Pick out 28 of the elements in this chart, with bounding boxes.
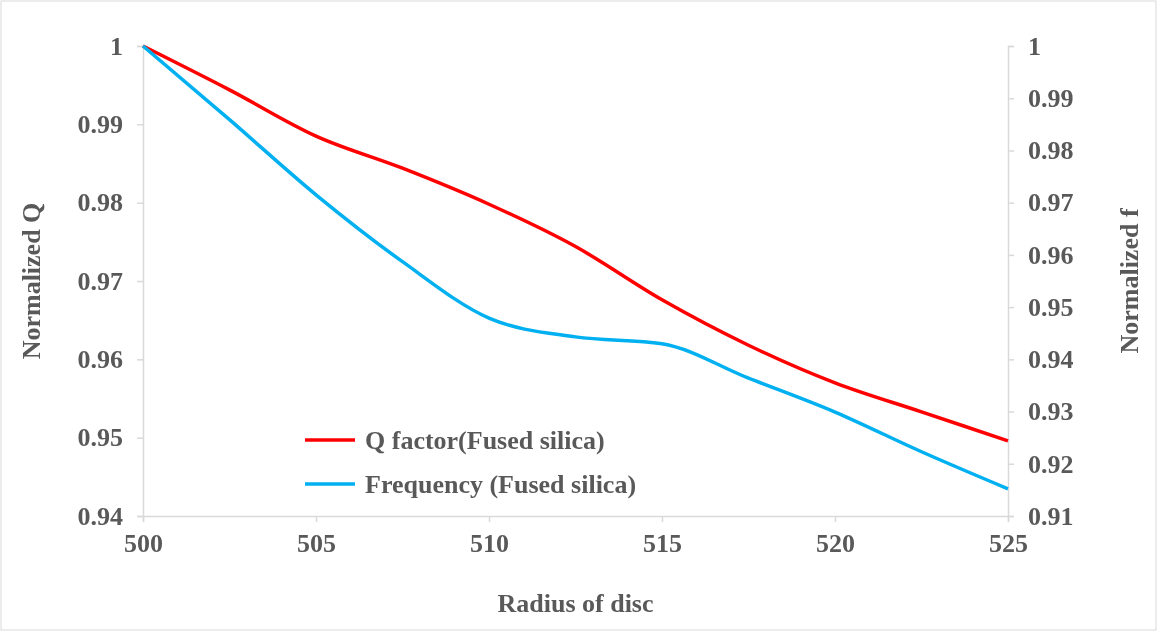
y2-tick-label: 0.96: [1028, 240, 1074, 270]
y2-tick-label: 0.92: [1028, 449, 1074, 479]
x-tick-label: 520: [816, 529, 855, 559]
y-tick-label: 0.95: [77, 423, 123, 453]
legend-label: Q factor(Fused silica): [365, 426, 605, 455]
y2-tick-label: 0.94: [1028, 345, 1074, 375]
y2-tick-label: 0.95: [1028, 292, 1074, 322]
x-tick-label: 505: [297, 529, 336, 559]
x-tick-label: 500: [124, 529, 163, 559]
y-tick-label: 0.98: [77, 188, 123, 218]
y-tick-label: 0.99: [77, 110, 123, 140]
y-axis-title: Normalized Q: [17, 202, 46, 360]
y2-tick-label: 0.93: [1028, 397, 1074, 427]
x-tick-label: 510: [470, 529, 509, 559]
y-tick-label: 0.94: [77, 501, 123, 531]
x-tick-label: 525: [989, 529, 1028, 559]
x-tick-label: 515: [643, 529, 682, 559]
y-tick-label: 1: [110, 31, 123, 61]
y2-tick-label: 1: [1028, 31, 1041, 61]
y2-axis-title: Normalized f: [1115, 208, 1144, 354]
y2-tick-label: 0.97: [1028, 188, 1074, 218]
x-axis-title: Radius of disc: [497, 589, 654, 618]
legend-label: Frequency (Fused silica): [365, 470, 637, 499]
y-tick-label: 0.97: [77, 266, 123, 296]
y2-tick-label: 0.91: [1028, 501, 1074, 531]
y2-tick-label: 0.99: [1028, 84, 1074, 114]
y2-tick-label: 0.98: [1028, 136, 1074, 166]
y-tick-label: 0.96: [77, 345, 123, 375]
